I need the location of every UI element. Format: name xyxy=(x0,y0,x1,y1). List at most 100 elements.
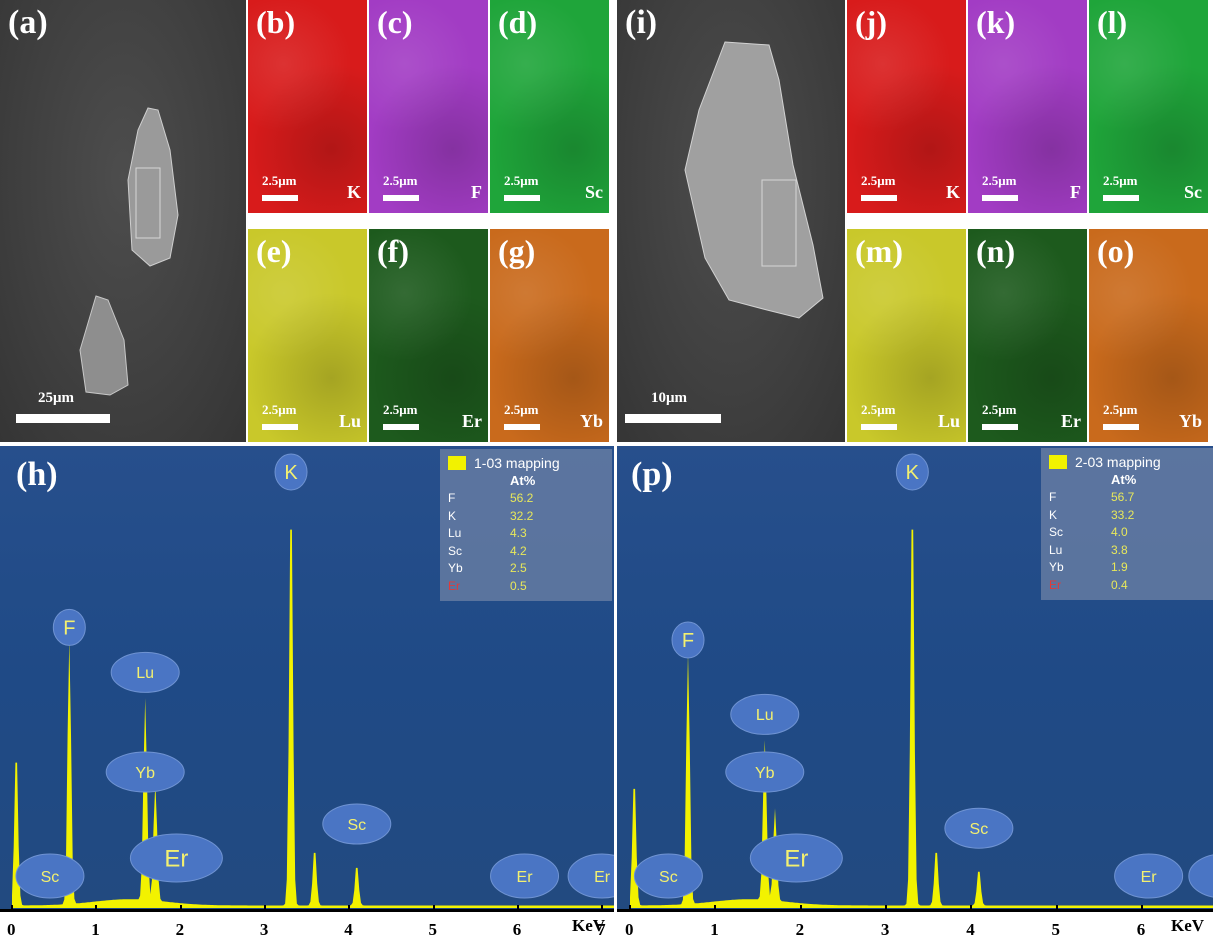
scale-bar-label: 2.5μm xyxy=(383,402,418,417)
legend-element: Er xyxy=(1049,577,1061,592)
legend-swatch xyxy=(1049,455,1067,469)
peak-label-er: Er xyxy=(490,853,560,899)
scale-bar-label: 2.5μm xyxy=(1103,173,1138,188)
svg-text:F: F xyxy=(682,630,694,652)
particle-graphic xyxy=(79,107,179,396)
panel-label: (e) xyxy=(256,233,292,269)
panel-label: (l) xyxy=(1097,4,1128,40)
scale-bar-label: 10μm xyxy=(651,390,687,406)
scale-bar xyxy=(262,195,298,201)
scale-bar xyxy=(383,195,419,201)
scale-bar-label: 2.5μm xyxy=(262,173,297,188)
peak-label-sc: Sc xyxy=(633,853,703,899)
legend-element: K xyxy=(1049,507,1058,522)
scale-bar xyxy=(982,424,1018,430)
peak-label-k: K xyxy=(895,453,929,491)
element-label: Lu xyxy=(338,411,361,431)
element-label: Yb xyxy=(1178,411,1202,431)
axis-tick xyxy=(714,905,717,911)
panel-label-h: (h) xyxy=(16,456,58,493)
tick-label: 7 xyxy=(597,920,606,939)
elemental-map-k: (b) 2.5μm K xyxy=(248,0,367,213)
peak-label-er: Er xyxy=(1114,853,1184,899)
legend-row: Er 0.5 xyxy=(448,579,527,593)
tick-label: 2 xyxy=(795,920,805,939)
scale-bar-label: 2.5μm xyxy=(861,173,896,188)
svg-text:Yb: Yb xyxy=(755,765,775,782)
axis-tick xyxy=(970,905,973,911)
legend-swatch xyxy=(448,456,466,470)
axis-tick xyxy=(884,905,887,911)
svg-text:K: K xyxy=(906,462,920,484)
axis-tick xyxy=(432,905,435,911)
legend-value: 3.8 xyxy=(1111,542,1128,557)
legend-row: F 56.7 xyxy=(1049,490,1134,504)
svg-text:Er: Er xyxy=(1141,869,1158,886)
tick-label: 4 xyxy=(966,920,975,939)
svg-text:Er: Er xyxy=(164,846,188,873)
eds-spectrum-left: FKLuYbScErScErErYb (h) 1-03 mapping At% … xyxy=(0,446,614,911)
spectrum-plot: FKLuYbScErScErErYb xyxy=(12,453,614,908)
sem-image-left: (a) 25μm xyxy=(0,0,246,442)
peak-label-er: Er xyxy=(567,853,614,899)
tick-label: 0 xyxy=(7,920,16,939)
svg-text:Er: Er xyxy=(784,846,808,873)
scale-bar-label: 2.5μm xyxy=(982,173,1017,188)
tick-label: 6 xyxy=(512,920,522,939)
legend-value: 0.4 xyxy=(1111,577,1128,592)
x-axis-label: KeV xyxy=(572,916,606,935)
legend-element: Lu xyxy=(448,526,462,540)
legend-element: F xyxy=(448,491,456,505)
svg-text:Sc: Sc xyxy=(41,869,60,886)
panel-label: (f) xyxy=(377,233,409,269)
peak-label-f: F xyxy=(52,608,86,646)
tick-label: 3 xyxy=(880,920,890,939)
legend-row: K 33.2 xyxy=(1049,508,1134,522)
legend-header: At% xyxy=(510,473,536,488)
legend-row: Lu 4.3 xyxy=(448,526,527,540)
peak-label-sc: Sc xyxy=(944,807,1014,849)
scale-bar xyxy=(1103,195,1139,201)
axis-tick xyxy=(263,905,266,911)
axis-line xyxy=(0,909,614,912)
svg-text:Yb: Yb xyxy=(135,765,155,782)
legend-element: Sc xyxy=(448,543,463,558)
legend-element: Sc xyxy=(1049,525,1064,539)
legend-title: 2-03 mapping xyxy=(1075,454,1161,470)
svg-text:Lu: Lu xyxy=(136,665,154,682)
legend-value: 1.9 xyxy=(1111,560,1128,574)
legend-row: Yb 1.9 xyxy=(1049,560,1128,574)
legend-value: 56.2 xyxy=(510,491,534,505)
legend-value: 2.5 xyxy=(510,561,527,575)
scale-bar-label: 25μm xyxy=(38,390,74,406)
legend: 1-03 mapping At% F 56.2 K 32.2 Lu 4.3 Sc 4.2 Yb 2… xyxy=(440,449,612,601)
axis-tick xyxy=(1055,905,1058,911)
legend-value: 4.0 xyxy=(1111,525,1128,539)
scale-bar xyxy=(262,424,298,430)
panel-label: (d) xyxy=(498,4,538,40)
legend-value: 33.2 xyxy=(1111,507,1135,522)
peak-label-sc: Sc xyxy=(322,803,392,845)
element-label: Er xyxy=(462,411,482,431)
svg-text:Sc: Sc xyxy=(347,817,366,834)
legend-value: 32.2 xyxy=(510,508,534,523)
legend-row: Sc 4.2 xyxy=(448,544,527,558)
scale-bar-label: 2.5μm xyxy=(504,402,539,417)
peak-label-er: Er xyxy=(749,833,843,883)
svg-text:Sc: Sc xyxy=(970,821,989,838)
tick-label: 3 xyxy=(259,920,269,939)
legend-element: Yb xyxy=(448,561,463,575)
panel-label: (n) xyxy=(976,233,1016,269)
legend-row: Yb 2.5 xyxy=(448,561,527,575)
peak-label-yb: Yb xyxy=(725,751,805,793)
scale-bar xyxy=(1103,424,1139,430)
scale-bar-label: 2.5μm xyxy=(861,402,896,417)
legend-value: 4.2 xyxy=(510,543,527,558)
peak-label-f: F xyxy=(671,621,705,659)
legend-row: Er 0.4 xyxy=(1049,578,1128,592)
scale-bar-label: 2.5μm xyxy=(982,402,1017,417)
scale-bar-label: 2.5μm xyxy=(1103,402,1138,417)
element-label: K xyxy=(346,182,361,202)
tick-label: 1 xyxy=(91,920,100,939)
svg-text:Lu: Lu xyxy=(756,707,774,724)
